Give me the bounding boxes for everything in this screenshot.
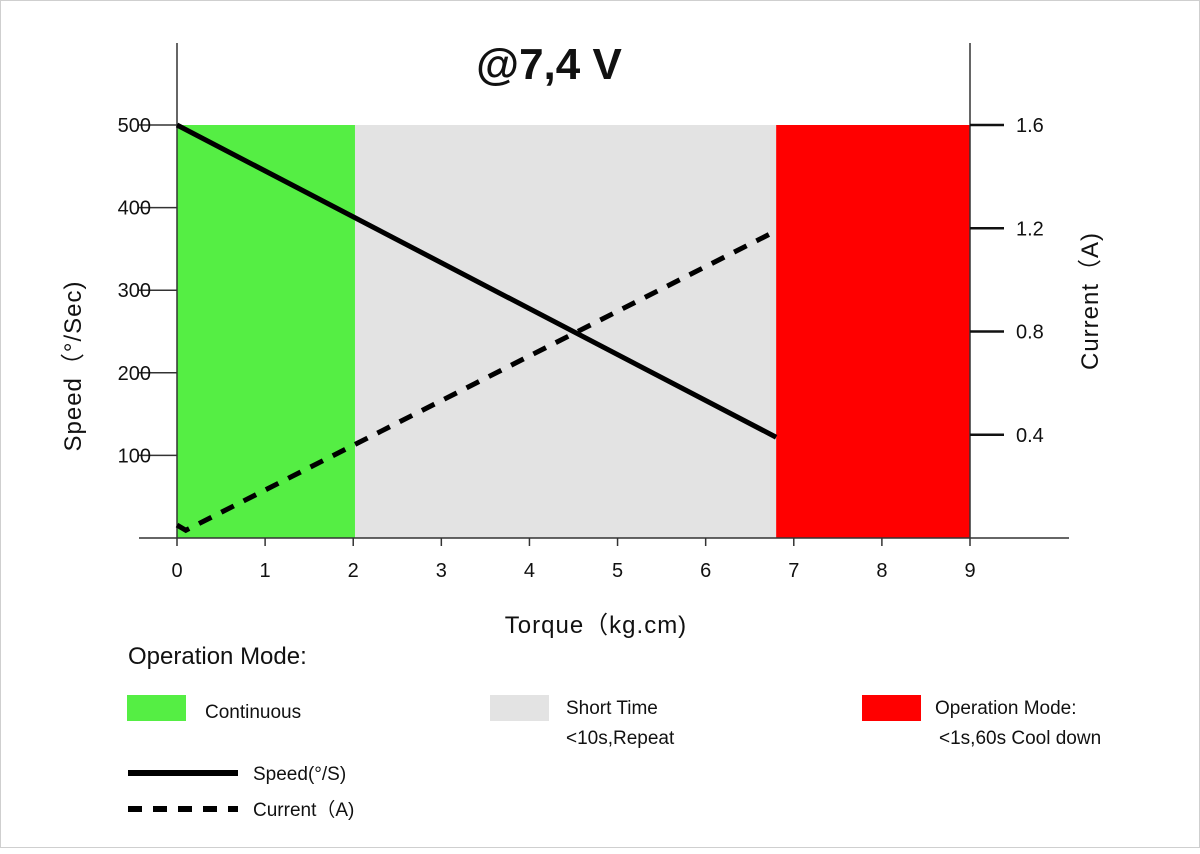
x-tick-label: 0 — [171, 560, 182, 582]
x-axis-title: Torque（kg.cm) — [505, 612, 687, 639]
legend-sublabel-cool-down: <1s,60s Cool down — [939, 728, 1101, 749]
legend-label-continuous: Continuous — [205, 702, 301, 723]
y-axis-title: Speed（°/Sec) — [60, 280, 87, 451]
y2-axis-title: Current（A) — [1077, 232, 1104, 370]
speed-line — [175, 122, 778, 440]
y-tick-label: 400 — [118, 198, 151, 220]
y2-tick-label: 1.6 — [1016, 115, 1044, 137]
x-tick-label: 3 — [436, 560, 447, 582]
legend: Operation Mode: Continuous Short Time <1… — [127, 643, 1101, 821]
x-tick-label: 1 — [260, 560, 271, 582]
legend-swatch-continuous — [127, 695, 186, 721]
legend-label-cool-down: Operation Mode: — [935, 698, 1077, 719]
legend-label-current: Current（A) — [253, 799, 354, 821]
x-tick-label: 7 — [788, 560, 799, 582]
x-tick-label: 2 — [348, 560, 359, 582]
y-ticks: 100 200 300 400 500 — [118, 115, 177, 467]
series-lines — [175, 122, 778, 534]
y2-tick-label: 0.4 — [1016, 425, 1044, 447]
legend-heading: Operation Mode: — [128, 643, 307, 670]
x-tick-label: 4 — [524, 560, 535, 582]
x-tick-label: 8 — [876, 560, 887, 582]
region-cool_down — [776, 125, 970, 538]
y2-tick-label: 0.8 — [1016, 322, 1044, 344]
chart-title: @7,4 V — [476, 40, 622, 89]
x-tick-label: 9 — [964, 560, 975, 582]
y-tick-label: 500 — [118, 115, 151, 137]
x-ticks: 0 1 2 3 4 5 6 7 8 9 — [171, 538, 976, 582]
y-tick-label: 100 — [118, 445, 151, 467]
y2-ticks: 0.4 0.8 1.2 1.6 — [970, 115, 1044, 447]
legend-sublabel-short-time: <10s,Repeat — [566, 728, 675, 749]
y-tick-label: 300 — [118, 280, 151, 302]
operation-regions — [177, 125, 970, 538]
legend-label-speed: Speed(°/S) — [253, 764, 346, 785]
x-tick-label: 5 — [612, 560, 623, 582]
y2-tick-label: 1.2 — [1016, 218, 1044, 240]
y-tick-label: 200 — [118, 363, 151, 385]
current-line — [175, 228, 778, 534]
legend-swatch-cool-down — [862, 695, 921, 721]
region-short_time — [354, 125, 777, 538]
legend-label-short-time: Short Time — [566, 698, 658, 719]
region-continuous — [177, 125, 355, 538]
x-tick-label: 6 — [700, 560, 711, 582]
legend-swatch-short-time — [490, 695, 549, 721]
